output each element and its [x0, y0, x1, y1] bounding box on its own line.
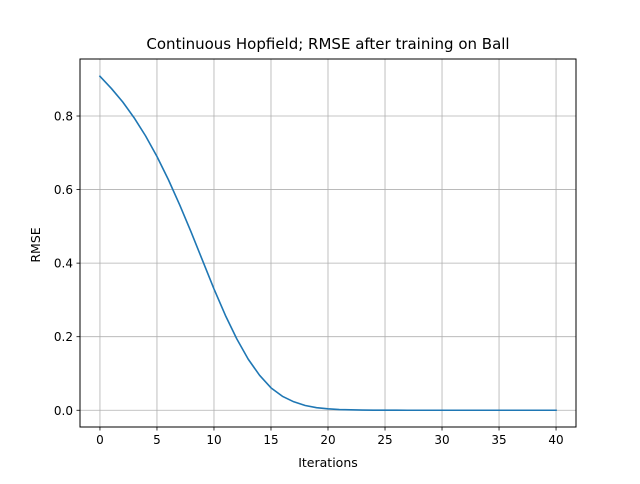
x-axis-label: Iterations	[298, 455, 358, 470]
x-tick-label: 0	[96, 433, 104, 447]
x-tick-label: 20	[320, 433, 335, 447]
x-tick-label: 30	[434, 433, 449, 447]
x-tick-label: 35	[491, 433, 506, 447]
series-layer	[98, 75, 557, 412]
y-tick-label: 0.2	[54, 330, 73, 344]
x-tick-label: 15	[263, 433, 278, 447]
rmse-series-line	[98, 75, 557, 412]
x-tick-label: 40	[548, 433, 563, 447]
y-tick-label: 0.8	[54, 110, 73, 124]
tick-labels: 0 5 10 15 20 25 30 35 40 0.0 0.2 0.4 0.6 0.8	[54, 110, 564, 447]
y-tick-label: 0.6	[54, 183, 73, 197]
y-axis-label: RMSE	[28, 227, 43, 262]
chart-title: Continuous Hopfield; RMSE after training…	[146, 35, 509, 53]
x-tick-label: 25	[377, 433, 392, 447]
y-tick-label: 0.0	[54, 404, 73, 418]
y-tick-label: 0.4	[54, 257, 73, 271]
tick-marks	[76, 115, 557, 431]
x-tick-label: 5	[153, 433, 161, 447]
x-tick-label: 10	[206, 433, 221, 447]
